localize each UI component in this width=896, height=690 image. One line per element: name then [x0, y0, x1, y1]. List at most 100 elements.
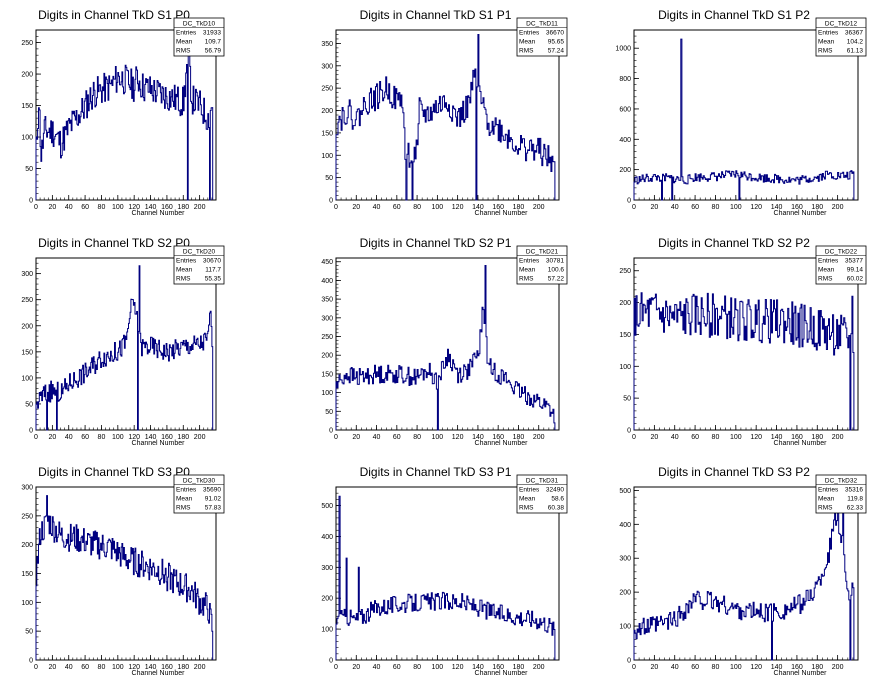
x-tick-label: 180	[177, 434, 189, 441]
x-axis-label: Channel Number	[475, 670, 529, 677]
x-axis-label: Channel Number	[774, 210, 828, 217]
x-tick-label: 20	[48, 434, 56, 441]
x-tick-label: 40	[65, 664, 73, 671]
x-tick-label: 200	[832, 664, 844, 671]
x-tick-label: 20	[352, 434, 360, 441]
x-tick-label: 60	[393, 664, 401, 671]
y-tick-label: 50	[325, 409, 333, 416]
x-tick-label: 140	[771, 434, 783, 441]
stats-name: DC_TkD22	[825, 249, 858, 256]
stats-label: RMS	[176, 48, 191, 55]
x-tick-label: 100	[112, 434, 124, 441]
histogram-series	[35, 265, 214, 431]
y-tick-label: 0	[627, 428, 631, 435]
x-tick-label: 180	[177, 664, 189, 671]
x-tick-label: 0	[334, 434, 338, 441]
x-axis-label: Channel Number	[774, 440, 828, 447]
x-tick-label: 60	[393, 204, 401, 211]
stats-label: RMS	[818, 276, 833, 283]
histogram-series	[335, 495, 556, 660]
chart-title: Digits in Channel TkD S1 P0	[38, 8, 190, 22]
x-tick-label: 100	[730, 434, 742, 441]
y-tick-label: 50	[25, 401, 33, 408]
y-tick-label: 100	[321, 390, 333, 397]
x-tick-label: 0	[34, 664, 38, 671]
chart-panel-8: Digits in Channel TkD S3 P2 0 20 40 60 80 100 1…	[619, 465, 867, 677]
x-tick-label: 140	[472, 434, 484, 441]
y-tick-label: 300	[21, 271, 33, 278]
x-tick-label: 200	[533, 664, 545, 671]
stats-value: 36367	[845, 30, 863, 37]
y-tick-label: 600	[619, 106, 631, 113]
stats-name: DC_TkD21	[526, 249, 559, 256]
y-tick-label: 150	[21, 349, 33, 356]
x-axis-label: Channel Number	[132, 210, 186, 217]
y-tick-label: 200	[321, 108, 333, 115]
stats-box-frame	[815, 17, 867, 57]
stats-label: Mean	[818, 267, 835, 274]
y-tick-label: 200	[619, 167, 631, 174]
y-tick-label: 100	[321, 627, 333, 634]
x-tick-label: 200	[832, 434, 844, 441]
stats-name: DC_TkD12	[825, 21, 858, 28]
y-tick-label: 0	[329, 198, 333, 205]
x-tick-label: 120	[128, 664, 140, 671]
y-tick-label: 250	[619, 268, 631, 275]
stats-label: RMS	[519, 48, 534, 55]
stats-value: 30781	[546, 258, 564, 265]
x-tick-label: 20	[48, 204, 56, 211]
y-tick-label: 200	[21, 542, 33, 549]
stats-value: 31933	[203, 30, 221, 37]
stats-label: Mean	[519, 267, 536, 274]
chart-title: Digits in Channel TkD S3 P0	[38, 465, 190, 479]
y-tick-label: 300	[321, 565, 333, 572]
stats-box: DC_TkD30 Entries 35690 Mean 91.02 RMS 57.83	[173, 474, 225, 514]
x-tick-label: 140	[771, 204, 783, 211]
y-tick-label: 0	[329, 428, 333, 435]
stats-label: Entries	[818, 258, 839, 265]
stats-box-frame	[516, 474, 568, 514]
stats-value: 57.83	[205, 505, 222, 512]
y-tick-label: 350	[321, 297, 333, 304]
stats-value: 56.79	[205, 48, 222, 55]
histogram-series	[335, 265, 556, 431]
y-tick-label: 300	[321, 315, 333, 322]
x-tick-label: 60	[81, 434, 89, 441]
x-tick-label: 60	[81, 664, 89, 671]
chart-panel-4: Digits in Channel TkD S2 P1 0 20 40 60 80 100 1…	[321, 236, 568, 447]
stats-box-frame	[815, 474, 867, 514]
x-tick-label: 120	[452, 664, 464, 671]
x-tick-label: 40	[373, 434, 381, 441]
stats-value: 57.22	[548, 276, 565, 283]
x-tick-label: 0	[334, 204, 338, 211]
x-axis-label: Channel Number	[132, 670, 186, 677]
x-tick-label: 60	[691, 204, 699, 211]
x-tick-label: 160	[492, 664, 504, 671]
stats-box-frame	[173, 474, 225, 514]
x-tick-label: 40	[671, 434, 679, 441]
y-tick-label: 150	[21, 571, 33, 578]
x-tick-label: 20	[650, 434, 658, 441]
stats-value: 95.65	[548, 39, 565, 46]
y-tick-label: 200	[21, 323, 33, 330]
y-tick-label: 250	[21, 297, 33, 304]
y-tick-label: 150	[21, 103, 33, 110]
stats-value: 62.33	[847, 505, 864, 512]
stats-label: Entries	[176, 30, 197, 37]
stats-box: DC_TkD10 Entries 31933 Mean 109.7 RMS 56.79	[173, 17, 225, 57]
stats-name: DC_TkD31	[526, 478, 559, 485]
x-tick-label: 0	[334, 664, 338, 671]
y-tick-label: 0	[627, 658, 631, 665]
y-tick-label: 0	[29, 198, 33, 205]
x-tick-label: 200	[194, 204, 206, 211]
x-tick-label: 120	[452, 434, 464, 441]
x-tick-label: 160	[492, 434, 504, 441]
histogram-series	[35, 495, 214, 660]
y-tick-label: 50	[325, 175, 333, 182]
stats-value: 119.8	[847, 496, 863, 503]
x-tick-label: 160	[161, 434, 173, 441]
x-tick-label: 80	[712, 204, 720, 211]
x-tick-label: 140	[771, 664, 783, 671]
stats-value: 30670	[203, 258, 221, 265]
chart-panel-7: Digits in Channel TkD S3 P1 0 20 40 60 80 100 1…	[321, 465, 568, 677]
